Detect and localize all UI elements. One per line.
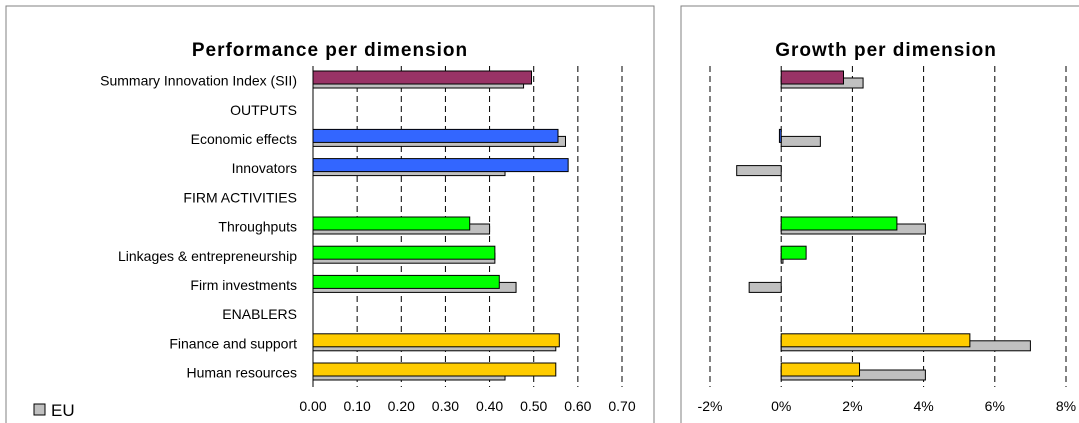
performance-tick-label: 0.70 bbox=[608, 398, 635, 414]
category-label: Summary Innovation Index (SII) bbox=[100, 73, 297, 89]
growth-bar-eu bbox=[748, 281, 782, 293]
performance-tick-label: 0.10 bbox=[344, 398, 371, 414]
performance-tick-label: 0.30 bbox=[432, 398, 459, 414]
category-label: ENABLERS bbox=[222, 306, 297, 322]
category-label: OUTPUTS bbox=[230, 102, 297, 118]
growth-bar-enablers bbox=[780, 333, 971, 348]
growth-tick-label: 8% bbox=[1056, 398, 1076, 414]
growth-bar-outputs bbox=[778, 128, 782, 143]
performance-chart-title: Performance per dimension bbox=[192, 40, 468, 61]
performance-tick-label: 0.50 bbox=[520, 398, 547, 414]
category-labels: Summary Innovation Index (SII) OUTPUTS Eco… bbox=[100, 73, 297, 381]
category-label: Throughputs bbox=[218, 219, 297, 235]
growth-chart-title: Growth per dimension bbox=[775, 40, 997, 61]
performance-bar-outputs bbox=[312, 128, 559, 143]
performance-tick-label: 0.00 bbox=[299, 398, 326, 414]
growth-bar-firm_activities bbox=[780, 245, 807, 260]
category-label: Finance and support bbox=[169, 335, 297, 351]
growth-bar-summary bbox=[780, 70, 845, 85]
category-label: Linkages & entrepreneurship bbox=[118, 248, 297, 264]
right-panel-frame bbox=[680, 5, 1079, 423]
growth-plot-area: -2% 0% 2% 4% 6% 8% bbox=[698, 66, 1076, 414]
growth-bar-enablers bbox=[780, 362, 861, 377]
category-label: Firm investments bbox=[190, 277, 297, 293]
performance-plot-area: 0.00 0.10 0.20 0.30 0.40 0.50 0.60 0.70 bbox=[299, 66, 636, 414]
performance-bar-firm_activities bbox=[312, 245, 496, 260]
growth-tick-label: 2% bbox=[842, 398, 862, 414]
performance-tick-label: 0.60 bbox=[564, 398, 591, 414]
growth-tick-label: -2% bbox=[698, 398, 723, 414]
left-panel-frame bbox=[5, 5, 655, 423]
category-label: Economic effects bbox=[191, 131, 297, 147]
growth-tick-label: 6% bbox=[985, 398, 1005, 414]
legend-label-eu: EU bbox=[51, 401, 75, 420]
growth-tick-label: 4% bbox=[913, 398, 933, 414]
performance-bar-outputs bbox=[312, 158, 569, 173]
performance-tick-label: 0.20 bbox=[388, 398, 415, 414]
growth-bar-firm_activities bbox=[780, 216, 898, 231]
performance-bar-summary bbox=[312, 70, 533, 85]
performance-bar-enablers bbox=[312, 362, 557, 377]
category-label: Human resources bbox=[187, 365, 298, 381]
category-label: FIRM ACTIVITIES bbox=[183, 189, 297, 205]
category-label: Innovators bbox=[232, 160, 297, 176]
growth-bar-eu bbox=[780, 135, 821, 147]
growth-bar-eu bbox=[736, 165, 782, 177]
performance-bar-enablers bbox=[312, 333, 560, 348]
performance-bar-firm_activities bbox=[312, 274, 500, 289]
performance-tick-label: 0.40 bbox=[476, 398, 503, 414]
performance-bar-firm_activities bbox=[312, 216, 471, 231]
legend-swatch-eu bbox=[33, 403, 46, 416]
growth-tick-label: 0% bbox=[771, 398, 791, 414]
